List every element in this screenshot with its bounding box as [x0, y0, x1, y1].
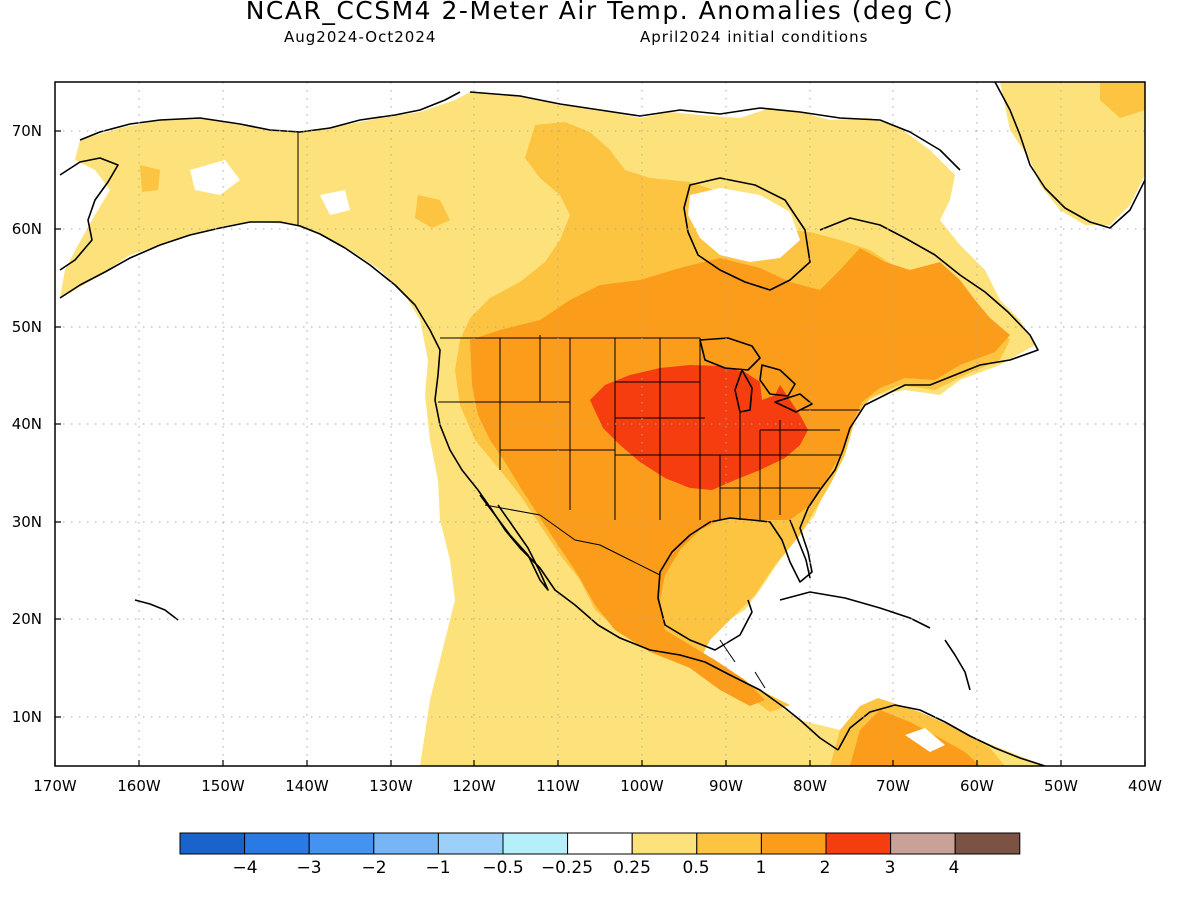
lon-label: 110W: [536, 777, 580, 795]
colorbar-label: −1: [425, 858, 450, 878]
colorbar-box: [825, 832, 892, 855]
colorbar-box: [890, 832, 956, 855]
color-legend: −4 −3 −2 −1 −0.5 −0.25 0.25 0.5 1 2 3 4: [179, 832, 1021, 878]
lon-label: 40W: [1128, 777, 1162, 795]
latitude-labels: 70N 60N 50N 40N 30N 20N 10N: [12, 122, 42, 726]
lat-label: 70N: [12, 122, 42, 140]
colorbar-label: 2: [820, 858, 831, 878]
lat-label: 40N: [12, 415, 42, 433]
lat-label: 10N: [12, 708, 42, 726]
colorbar-box: [373, 832, 439, 855]
colorbar-label: −3: [296, 858, 321, 878]
lon-label: 100W: [620, 777, 664, 795]
lon-label: 50W: [1044, 777, 1078, 795]
map-plot-area: [55, 82, 1145, 766]
lon-label: 60W: [960, 777, 994, 795]
lon-label: 120W: [452, 777, 496, 795]
axis-ticks: [54, 130, 1146, 766]
forecast-period: Aug2024-Oct2024: [284, 28, 437, 46]
political-boundaries: [297, 132, 860, 689]
colorbar-label: −2: [361, 858, 386, 878]
colorbar-label: 0.5: [682, 858, 709, 878]
lat-label: 60N: [12, 220, 42, 238]
colorbar-label: 3: [885, 858, 896, 878]
colorbar-box: [696, 832, 762, 855]
colorbar-label: 1: [756, 858, 767, 878]
colorbar-box: [567, 832, 633, 855]
anomaly-2-3: [590, 365, 808, 490]
colorbar-box: [631, 832, 698, 855]
colorbar-label: 0.25: [613, 858, 651, 878]
lon-label: 170W: [33, 777, 77, 795]
neutral-patches: [190, 160, 945, 752]
longitude-labels: 170W 160W 150W 140W 130W 120W 110W 100W …: [33, 777, 1162, 795]
lon-label: 90W: [709, 777, 743, 795]
graticule: [55, 82, 1145, 766]
colorbar-box: [179, 832, 246, 855]
lat-label: 30N: [12, 513, 42, 531]
lon-label: 160W: [117, 777, 161, 795]
lat-label: 20N: [12, 610, 42, 628]
colorbar-box: [760, 832, 827, 855]
colorbar-box: [308, 832, 375, 855]
colorbar-box: [244, 832, 310, 855]
lon-label: 80W: [793, 777, 827, 795]
colorbar-box: [502, 832, 569, 855]
lon-label: 130W: [369, 777, 413, 795]
colorbar-box: [954, 832, 1021, 855]
colorbar-boxes: [179, 832, 1021, 855]
coastlines: [59, 82, 1145, 766]
lon-label: 150W: [201, 777, 245, 795]
lon-label: 140W: [285, 777, 329, 795]
colorbar-label: 4: [949, 858, 960, 878]
lon-label: 70W: [876, 777, 910, 795]
map-title: NCAR_CCSM4 2-Meter Air Temp. Anomalies (…: [245, 0, 955, 25]
colorbar-label: −4: [232, 858, 257, 878]
initial-conditions: April2024 initial conditions: [640, 28, 869, 46]
colorbar-label: −0.5: [482, 858, 523, 878]
lat-label: 50N: [12, 318, 42, 336]
colorbar-box: [437, 832, 504, 855]
colorbar-label: −0.25: [541, 858, 593, 878]
